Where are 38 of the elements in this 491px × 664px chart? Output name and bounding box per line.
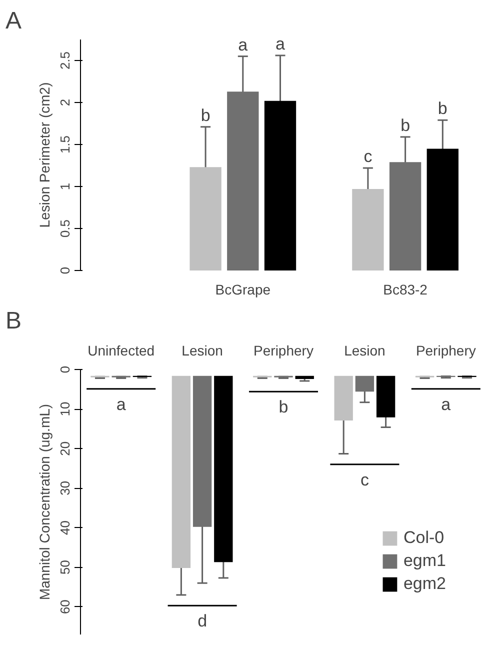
- x-tick-label: Lesion: [182, 342, 223, 358]
- y-tick-label: 30: [58, 480, 72, 496]
- annotation: b: [278, 398, 288, 417]
- y-tick-label: 20: [58, 441, 72, 456]
- y-tick-label: 0: [58, 366, 72, 374]
- data-label: b: [400, 116, 410, 135]
- annotation: c: [360, 470, 370, 490]
- chart-title: A: [6, 8, 22, 34]
- y-tick-label: 50: [58, 560, 72, 574]
- y-tick-label: 1.5: [58, 135, 72, 154]
- x-tick-label: Uninfected: [88, 342, 155, 358]
- y-tick-label: 2.5: [58, 51, 72, 70]
- y-tick-label: 0.5: [58, 219, 72, 238]
- y-tick-label: 40: [58, 520, 72, 535]
- annotation: d: [198, 612, 208, 631]
- x-tick-label: Periphery: [254, 342, 314, 358]
- data-label: b: [438, 99, 448, 118]
- legend-label: egm2: [403, 574, 446, 594]
- data-label: b: [200, 106, 210, 125]
- y-tick-label: 1: [58, 182, 72, 190]
- x-tick-label: Bc83-2: [383, 282, 428, 298]
- data-label: a: [276, 34, 286, 54]
- x-tick-label: Periphery: [416, 342, 476, 358]
- y-tick-label: 2: [58, 98, 72, 106]
- y-axis-title: Lesion Perimeter (cm2): [36, 82, 52, 228]
- y-tick-label: 60: [58, 600, 72, 614]
- annotation: a: [441, 394, 452, 414]
- data-label: a: [238, 35, 248, 54]
- x-tick-label: Lesion: [344, 342, 386, 358]
- x-tick-label: BcGrape: [215, 282, 271, 298]
- legend-label: Col-0: [403, 528, 444, 548]
- annotation: a: [116, 394, 126, 414]
- y-axis-title: Mannitol Concentration (ug.mL): [36, 404, 52, 600]
- legend-label: egm1: [403, 551, 446, 571]
- chart-title: B: [6, 308, 22, 334]
- y-tick-label: 0: [58, 266, 72, 274]
- data-label: c: [364, 147, 373, 166]
- y-tick-label: 10: [58, 402, 72, 416]
